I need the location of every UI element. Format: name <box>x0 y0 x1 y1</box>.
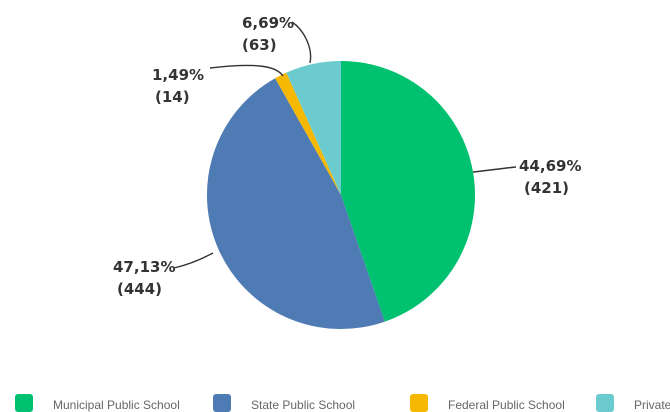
pie-slice-state[interactable] <box>206 78 385 330</box>
data-label-percent-private: 6,69% <box>242 14 294 32</box>
pie-slices <box>206 61 476 330</box>
legend-swatch-private <box>596 394 614 412</box>
data-label-percent-municipal: 44,69% <box>519 157 581 175</box>
slice-label-private: 6,69% (63) <box>242 14 312 64</box>
legend-label-private: Private <box>634 398 670 412</box>
data-label-count-federal: (14) <box>155 88 190 106</box>
data-label-count-municipal: (421) <box>524 179 569 197</box>
pie-slice-private[interactable] <box>286 61 341 195</box>
legend-label-municipal: Municipal Public School <box>53 398 180 412</box>
legend-swatch-municipal <box>15 394 33 412</box>
data-label-count-state: (444) <box>117 280 162 298</box>
legend-label-federal: Federal Public School <box>448 398 565 412</box>
leader-line-state <box>173 252 214 269</box>
leader-line-federal <box>209 64 284 77</box>
legend-swatch-federal <box>410 394 428 412</box>
leader-line-municipal <box>472 166 517 173</box>
legend-label-state: State Public School <box>251 398 356 412</box>
slice-label-state: 47,13% (444) <box>113 252 214 298</box>
pie-slice-federal[interactable] <box>275 72 341 195</box>
data-label-count-private: (63) <box>242 36 277 54</box>
slice-label-municipal: 44,69% (421) <box>472 157 581 197</box>
leader-line-private <box>291 21 312 64</box>
data-label-percent-federal: 1,49% <box>152 66 204 84</box>
pie-slice-municipal[interactable] <box>341 61 476 322</box>
data-label-percent-state: 47,13% <box>113 258 175 276</box>
pie-chart: 44,69% (421) 47,13% (444) 1,49% (14) 6,6… <box>113 14 581 330</box>
legend-swatch-state <box>213 394 231 412</box>
slice-label-federal: 1,49% (14) <box>152 64 284 106</box>
legend: Municipal Public School State Public Sch… <box>0 391 670 412</box>
